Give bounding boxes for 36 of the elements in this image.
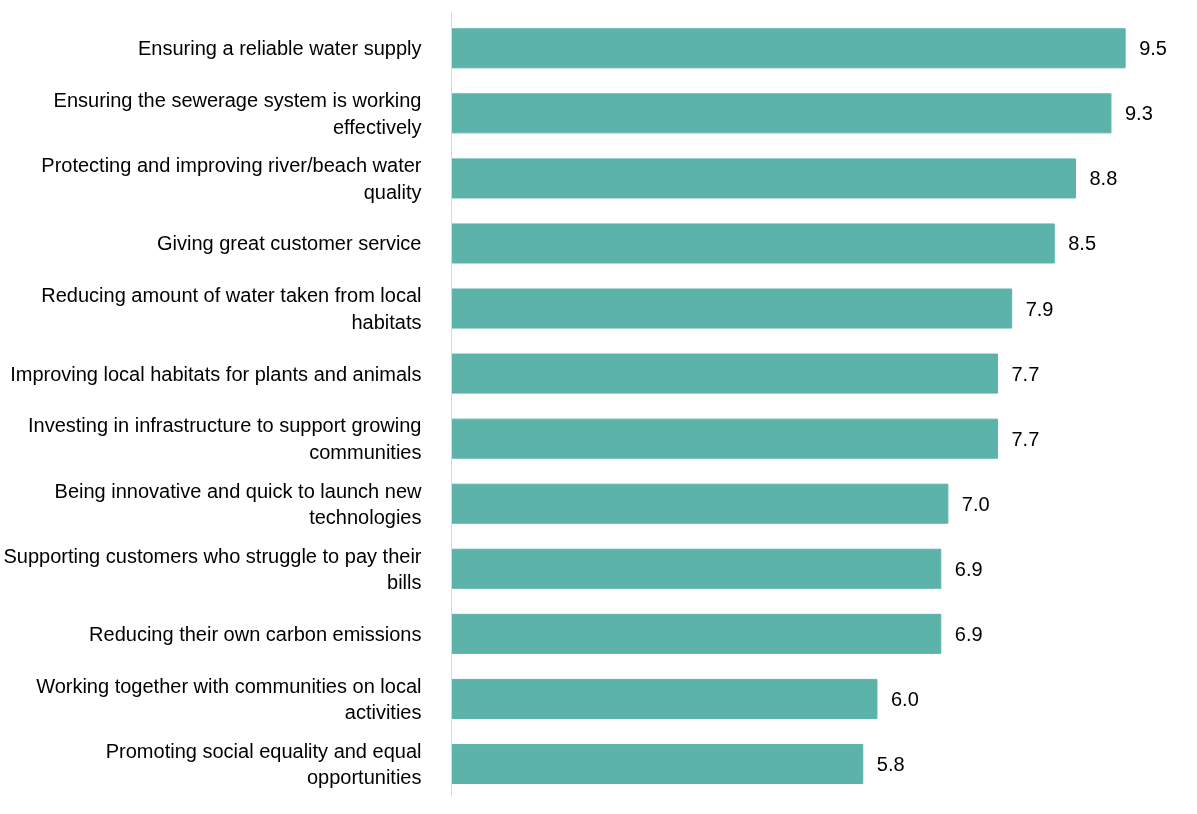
bar <box>451 28 1126 69</box>
data-label: 8.8 <box>1089 167 1118 190</box>
data-label: 7.7 <box>1011 427 1040 450</box>
y-tick-label: Being innovative and quick to launch new technologies <box>54 479 423 528</box>
bar <box>451 353 998 394</box>
data-label: 9.5 <box>1139 37 1167 60</box>
y-tick-label: Promoting social equality and equal opportunities <box>105 739 422 789</box>
data-label: 7.7 <box>1011 362 1040 385</box>
bar <box>451 418 998 459</box>
y-tick-label: Working together with communities on local activities <box>36 674 422 724</box>
data-label: 8.5 <box>1068 232 1097 255</box>
data-label: 7.9 <box>1025 297 1054 320</box>
y-tick-label: Ensuring a reliable water supply <box>138 37 422 60</box>
bar <box>451 93 1112 134</box>
bar <box>451 483 949 524</box>
data-label: 9.3 <box>1124 102 1153 125</box>
data-label: 6.9 <box>954 557 983 580</box>
bar <box>451 223 1055 264</box>
bar <box>451 288 1013 329</box>
y-tick-label: Protecting and improving river/beach water quality <box>41 154 422 203</box>
data-label: 6.0 <box>890 687 919 710</box>
y-tick-label: Improving local habitats for plants and animals <box>10 362 422 385</box>
y-tick-label: Investing in infrastructure to support growing communities <box>27 414 422 463</box>
y-tick-label: Reducing their own carbon emissions <box>89 622 422 645</box>
bar <box>451 548 942 589</box>
y-tick-label: Supporting customers who struggle to pay their bills <box>3 544 422 593</box>
data-label: 5.8 <box>876 752 905 775</box>
bar <box>451 613 942 654</box>
bar <box>451 158 1076 199</box>
y-tick-label: Reducing amount of water taken from local habitats <box>41 284 422 333</box>
bar <box>451 743 864 784</box>
y-tick-label: Ensuring the sewerage system is working effectively <box>53 89 422 138</box>
bar <box>451 678 878 719</box>
data-label: 7.0 <box>961 492 990 515</box>
y-tick-label: Giving great customer service <box>156 232 422 255</box>
data-label: 6.9 <box>954 622 983 645</box>
